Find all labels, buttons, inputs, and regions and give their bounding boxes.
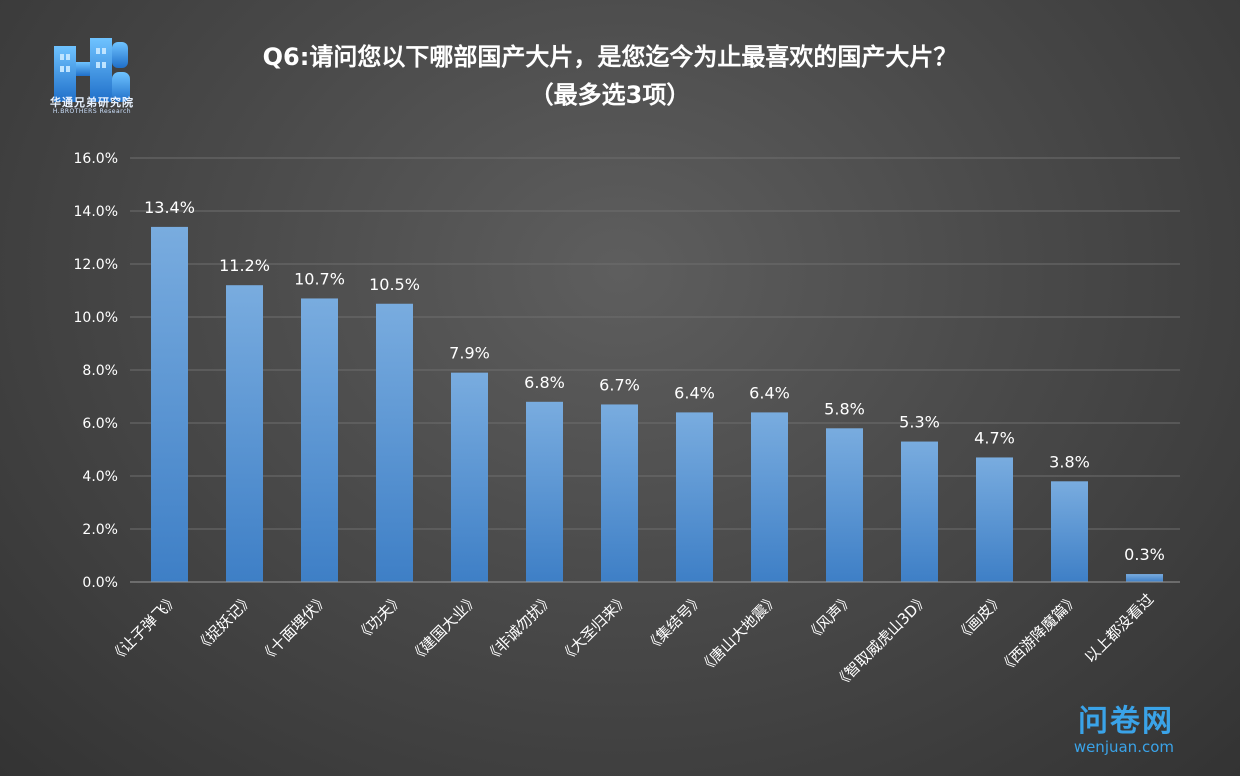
x-tick-label: 《风声》 [802, 590, 857, 645]
chart-title: Q6:请问您以下哪部国产大片，是您迄今为止最喜欢的国产大片？ （最多选3项） [150, 38, 1070, 114]
data-label: 5.8% [824, 399, 865, 418]
bar [226, 285, 263, 582]
bar [376, 303, 413, 582]
bar [751, 412, 788, 582]
data-label: 4.7% [974, 428, 1015, 447]
y-tick-label: 14.0% [74, 204, 118, 220]
y-axis-tick-labels: 0.0% 2.0% 4.0% 6.0% 8.0% 10.0% 12.0% 14.0% 16.0% [74, 151, 118, 591]
logo-caption: 华通兄弟研究院 [50, 96, 134, 109]
data-label: 3.8% [1049, 452, 1090, 471]
bar [601, 404, 638, 582]
data-label: 6.7% [599, 375, 640, 394]
watermark-sub: wenjuan.com [1073, 738, 1174, 756]
bar [676, 412, 713, 582]
data-label: 6.4% [674, 383, 715, 402]
watermark-main: 问卷网 [1078, 704, 1174, 739]
bar [1126, 574, 1163, 582]
x-tick-label: 《功夫》 [352, 590, 407, 645]
x-tick-label: 《唐山大地震》 [695, 590, 782, 677]
x-tick-label: 《集结号》 [642, 590, 708, 656]
y-tick-label: 2.0% [82, 522, 118, 538]
data-label: 10.7% [294, 269, 345, 288]
x-tick-label: 《大圣归来》 [556, 590, 632, 666]
bar [826, 428, 863, 582]
x-tick-label: 《画皮》 [952, 590, 1007, 645]
bar [976, 457, 1013, 582]
x-tick-label: 《十面埋伏》 [256, 590, 332, 666]
y-tick-label: 8.0% [82, 363, 118, 379]
y-tick-label: 12.0% [74, 257, 118, 273]
data-label: 6.8% [524, 373, 565, 392]
bar [301, 298, 338, 582]
watermark: 问卷网 wenjuan.com [1073, 704, 1174, 757]
x-tick-label: 《非诚勿扰》 [481, 590, 557, 666]
y-tick-label: 0.0% [82, 575, 118, 591]
data-label: 13.4% [144, 198, 195, 217]
data-label: 0.3% [1124, 545, 1165, 564]
data-label: 10.5% [369, 275, 420, 294]
bars [151, 226, 1163, 582]
data-label: 7.9% [449, 344, 490, 363]
data-labels: 13.4% 11.2% 10.7% 10.5% 7.9% 6.8% 6.7% 6.4% 6.4%… [144, 198, 1165, 564]
x-tick-label: 以上都没看过 [1081, 590, 1157, 666]
bar [451, 372, 488, 582]
logo-subcaption: H.BROTHERS Research [52, 108, 132, 115]
y-tick-label: 16.0% [74, 151, 118, 167]
bar [526, 401, 563, 582]
x-tick-label: 《捉妖记》 [192, 590, 258, 656]
bar [151, 226, 188, 582]
x-tick-label: 《西游降魔篇》 [995, 590, 1082, 677]
y-tick-label: 6.0% [82, 416, 118, 432]
data-label: 6.4% [749, 383, 790, 402]
data-label: 11.2% [219, 256, 270, 275]
chart-title-line2: （最多选3项） [529, 81, 691, 109]
y-tick-label: 4.0% [82, 469, 118, 485]
x-tick-label: 《建国大业》 [406, 590, 482, 666]
bar [901, 441, 938, 582]
chart-title-line1: Q6:请问您以下哪部国产大片，是您迄今为止最喜欢的国产大片？ [262, 43, 958, 71]
y-tick-label: 10.0% [74, 310, 118, 326]
x-tick-label: 《让子弹飞》 [106, 590, 182, 666]
data-label: 5.3% [899, 413, 940, 432]
x-axis-tick-labels: 《让子弹飞》 《捉妖记》《十面埋伏》 《功夫》《建国大业》《非诚勿扰》《大圣归来》《… [106, 590, 1157, 692]
bar [1051, 481, 1088, 582]
grid-lines [130, 157, 1180, 530]
logo-icon [54, 38, 130, 102]
